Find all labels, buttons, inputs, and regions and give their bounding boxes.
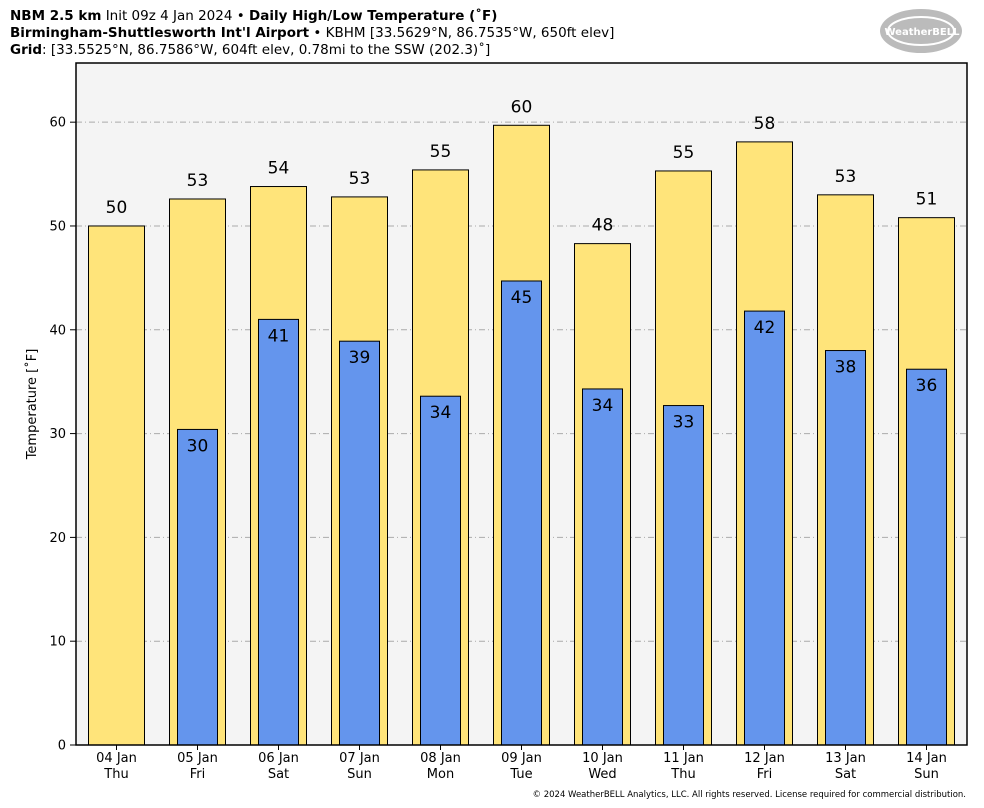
y-tick-label: 50 bbox=[49, 219, 66, 234]
logo-mark bbox=[887, 16, 955, 46]
value-label: 53 bbox=[187, 171, 209, 191]
x-tick-label: Fri bbox=[757, 767, 773, 782]
y-tick-label: 10 bbox=[49, 635, 66, 650]
bar bbox=[258, 318, 299, 746]
value-label: 45 bbox=[511, 288, 533, 308]
bar bbox=[825, 350, 866, 746]
bar bbox=[501, 280, 542, 746]
title-part: Grid bbox=[10, 42, 42, 58]
x-tick-label: Thu bbox=[670, 767, 695, 782]
x-tick-label: 09 Jan bbox=[501, 751, 542, 766]
title-part: Init 09z 4 Jan 2024 • bbox=[106, 8, 245, 24]
y-axis-label: Temperature [˚F] bbox=[24, 349, 40, 461]
value-label: 39 bbox=[349, 348, 371, 368]
bar bbox=[177, 428, 218, 746]
value-label: 51 bbox=[916, 190, 938, 210]
x-tick-label: 04 Jan bbox=[96, 751, 137, 766]
x-tick-label: 11 Jan bbox=[663, 751, 704, 766]
title-line: Grid: [33.5525°N, 86.7586°W, 604ft elev,… bbox=[10, 41, 490, 58]
value-label: 30 bbox=[187, 436, 209, 456]
logo: WeatherBELL bbox=[884, 27, 960, 38]
title-part: Daily High/Low Temperature (˚F) bbox=[249, 7, 497, 24]
bar bbox=[339, 340, 380, 746]
value-label: 38 bbox=[835, 358, 857, 378]
value-label: 55 bbox=[673, 143, 695, 163]
title-line: Birmingham-Shuttlesworth Int'l Airport •… bbox=[10, 25, 614, 41]
bar bbox=[744, 310, 785, 746]
y-tick-label: 40 bbox=[49, 323, 66, 338]
x-tick-label: Mon bbox=[427, 767, 454, 782]
x-tick-label: Fri bbox=[190, 767, 206, 782]
value-label: 48 bbox=[592, 216, 614, 236]
x-tick-label: Sat bbox=[835, 767, 856, 782]
x-tick-label: 14 Jan bbox=[906, 751, 947, 766]
bar bbox=[663, 405, 704, 746]
value-label: 36 bbox=[916, 376, 938, 396]
x-tick-label: 10 Jan bbox=[582, 751, 623, 766]
y-tick-label: 60 bbox=[49, 116, 66, 131]
title-part: • KBHM [33.5629°N, 86.7535°W, 650ft elev… bbox=[313, 25, 614, 41]
x-tick-label: 05 Jan bbox=[177, 751, 218, 766]
value-label: 60 bbox=[511, 97, 533, 117]
x-tick-label: Sun bbox=[347, 767, 372, 782]
x-tick-label: 12 Jan bbox=[744, 751, 785, 766]
bar bbox=[906, 368, 947, 746]
value-label: 54 bbox=[268, 159, 290, 179]
y-tick-label: 0 bbox=[58, 739, 66, 754]
x-tick-label: Sat bbox=[268, 767, 289, 782]
title-part: : [33.5525°N, 86.7586°W, 604ft elev, 0.7… bbox=[42, 41, 490, 58]
y-tick-label: 20 bbox=[49, 531, 66, 546]
title-line: NBM 2.5 km Init 09z 4 Jan 2024 • Daily H… bbox=[10, 7, 497, 24]
value-label: 34 bbox=[592, 396, 614, 416]
bar bbox=[582, 388, 623, 746]
value-label: 33 bbox=[673, 413, 695, 433]
value-label: 42 bbox=[754, 318, 776, 338]
title-part: NBM 2.5 km bbox=[10, 8, 101, 24]
value-label: 55 bbox=[430, 142, 452, 162]
value-label: 34 bbox=[430, 403, 452, 423]
footer: © 2024 WeatherBELL Analytics, LLC. All r… bbox=[533, 790, 966, 800]
value-label: 50 bbox=[106, 198, 128, 218]
title-part: Birmingham-Shuttlesworth Int'l Airport bbox=[10, 25, 310, 41]
x-tick-label: Thu bbox=[103, 767, 128, 782]
bar bbox=[420, 395, 461, 746]
value-label: 53 bbox=[835, 167, 857, 187]
value-label: 53 bbox=[349, 169, 371, 189]
x-tick-label: 07 Jan bbox=[339, 751, 380, 766]
x-tick-label: Tue bbox=[509, 767, 532, 782]
x-tick-label: Wed bbox=[588, 767, 616, 782]
x-tick-label: Sun bbox=[914, 767, 939, 782]
bar bbox=[88, 225, 145, 746]
value-label: 58 bbox=[754, 114, 776, 134]
x-tick-label: 08 Jan bbox=[420, 751, 461, 766]
value-label: 41 bbox=[268, 326, 290, 346]
x-tick-label: 06 Jan bbox=[258, 751, 299, 766]
x-tick-label: 13 Jan bbox=[825, 751, 866, 766]
y-tick-label: 30 bbox=[49, 427, 66, 442]
